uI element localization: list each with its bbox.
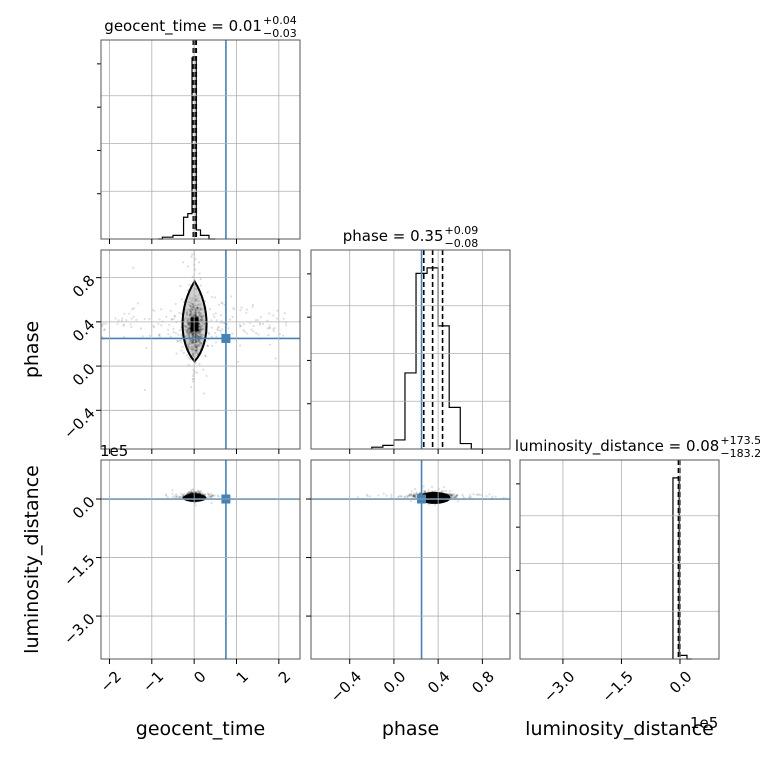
- density-core: [182, 493, 207, 502]
- hist-panel-phase: [307, 250, 483, 450]
- hist-bars-phase: [371, 267, 483, 450]
- density-core: [418, 491, 451, 504]
- truth-marker: [221, 333, 231, 343]
- scatter-frame: [100, 459, 301, 660]
- scatter-frame: [310, 459, 511, 660]
- hist-frame-geocent_time: [100, 39, 301, 240]
- panel-title-minus: −0.08: [445, 237, 479, 250]
- density-core: [190, 317, 199, 332]
- x-offset-text: 1e5: [690, 714, 718, 732]
- panel-title-geocent_time: geocent_time = 0.01 +0.04−0.03: [104, 14, 296, 40]
- scatter-luminosity_distance-ytick-label: −3.0: [60, 610, 98, 648]
- scatter-luminosity_distance-ytick-label: 0.0: [69, 493, 99, 523]
- panel-title-minus: −183.27: [720, 447, 760, 460]
- panel-title-main: luminosity_distance = 0.08: [515, 437, 719, 456]
- scatter-phase-ytick-label: 0.4: [69, 316, 99, 346]
- x-axis-label-luminosity_distance: luminosity_distance: [525, 718, 714, 740]
- scatter-geocent_time-xtick-label: −2: [97, 667, 125, 695]
- x-axis-label-geocent_time: geocent_time: [136, 718, 265, 740]
- scatter-phase-xtick-label: 0.0: [380, 667, 410, 697]
- scatter-panel-phase-vs-geocent_time: [101, 250, 300, 449]
- scatter-geocent_time-xtick-label: 0: [190, 667, 209, 686]
- hist-luminosity_distance-xtick-label: −3.0: [540, 667, 578, 705]
- hist-frame-phase: [310, 249, 511, 450]
- panel-title-phase: phase = 0.35 +0.09−0.08: [343, 224, 479, 250]
- panel-title-main: geocent_time = 0.01: [104, 17, 262, 36]
- hist-luminosity_distance-xtick-label: −1.5: [599, 667, 637, 705]
- scatter-phase-ytick-label: 0.8: [69, 271, 99, 301]
- scatter-phase-xtick-label: −0.4: [327, 667, 365, 705]
- panel-title-plus: +173.54: [720, 434, 760, 447]
- y-axis-label-luminosity_distance: luminosity_distance: [21, 465, 43, 654]
- hist-frame-luminosity_distance: [519, 459, 720, 660]
- y-offset-text: 1e5: [100, 442, 128, 460]
- scatter-phase-xtick-label: 0.4: [424, 667, 454, 697]
- scatter-luminosity_distance-ytick-label: −1.5: [60, 551, 98, 589]
- panel-title-luminosity_distance: luminosity_distance = 0.08+173.54−183.27: [515, 434, 760, 460]
- hist-bars-geocent_time: [158, 57, 216, 240]
- hist-bars-luminosity_distance: [672, 477, 692, 660]
- panel-title-main: phase = 0.35: [343, 227, 444, 245]
- scatter-panel-luminosity_distance-vs-geocent_time: [101, 460, 300, 659]
- y-axis-label-phase: phase: [21, 321, 43, 378]
- scatter-geocent_time-xtick-label: 2: [275, 667, 294, 686]
- scatter-phase-ytick-label: −0.4: [60, 404, 98, 442]
- hist-luminosity_distance-xtick-label: 0.0: [666, 667, 696, 697]
- scatter-phase-ytick-label: 0.0: [69, 360, 99, 390]
- hist-panel-geocent_time: [97, 40, 227, 240]
- panel-title-minus: −0.03: [263, 27, 297, 40]
- hist-panel-luminosity_distance: [516, 460, 692, 660]
- x-axis-label-phase: phase: [382, 718, 439, 740]
- scatter-geocent_time-xtick-label: 1: [233, 667, 252, 686]
- scatter-phase-xtick-label: 0.8: [468, 667, 498, 697]
- scatter-panel-luminosity_distance-vs-phase: [311, 460, 510, 659]
- scatter-geocent_time-xtick-label: −1: [139, 667, 167, 695]
- panel-title-plus: +0.09: [445, 224, 479, 237]
- panel-title-plus: +0.04: [263, 14, 297, 27]
- scatter-frame: [100, 249, 301, 450]
